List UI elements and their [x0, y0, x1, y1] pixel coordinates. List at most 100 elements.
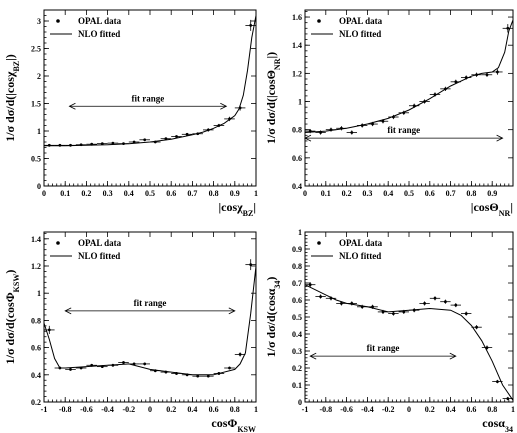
- x-tick-label: -1: [41, 405, 48, 414]
- x-tick-label: 0.9: [487, 189, 497, 198]
- data-point: [228, 366, 231, 370]
- y-axis-label: 1/σ dσ/d(cosα34): [264, 277, 282, 358]
- y-tick-label: 1: [37, 127, 41, 136]
- y-tick-label: 2: [37, 72, 41, 81]
- x-tick-label: -0.2: [122, 405, 135, 414]
- y-tick-label: 0.5: [31, 155, 41, 164]
- x-tick-label: 0.1: [60, 189, 70, 198]
- data-point: [392, 312, 395, 315]
- data-point: [249, 24, 253, 27]
- x-tick-label: 0.4: [187, 405, 197, 414]
- y-tick-label: 0.4: [31, 371, 41, 380]
- y-tick-label: 1: [298, 98, 302, 107]
- x-tick-label: -0.6: [340, 405, 353, 414]
- data-point: [381, 119, 385, 123]
- x-tick-label: 1: [254, 405, 258, 414]
- y-tick-label: 0: [37, 182, 41, 191]
- data-point: [496, 380, 499, 383]
- x-tick-label: 0.7: [187, 189, 197, 198]
- data-point: [308, 283, 312, 287]
- data-point: [371, 122, 374, 126]
- data-point: [454, 303, 458, 307]
- panel-4: -1 -0.8 -0.6 -0.4 -0.2 0 0.2 0.4 0.6 0.8 1 0 0.1 0.2 0…: [264, 228, 515, 433]
- nlo-fit-line: [305, 19, 513, 133]
- legend-label-fit: NLO fitted: [78, 251, 120, 261]
- plot-frame: [43, 231, 257, 403]
- y-tick-label: 1.6: [292, 13, 302, 22]
- legend-marker-data: [56, 19, 60, 23]
- arrow-head-right: [228, 307, 236, 315]
- data-point: [444, 300, 447, 304]
- data-point: [185, 132, 189, 136]
- data-point: [143, 362, 147, 366]
- x-tick-label: 0.4: [124, 189, 134, 198]
- y-tick-label: 0.2: [31, 398, 41, 407]
- x-tick-label: 0.2: [425, 405, 435, 414]
- y-tick-label: 2.5: [31, 45, 41, 54]
- legend-marker-data: [56, 241, 60, 245]
- x-tick-label: 0.2: [166, 405, 176, 414]
- x-tick-label: -0.6: [80, 405, 93, 414]
- arrow-head-right: [449, 352, 457, 360]
- x-tick-label: 0.6: [166, 189, 176, 198]
- legend-marker-data: [317, 19, 321, 23]
- x-tick-label: 0.8: [466, 189, 476, 198]
- y-tick-label: 0.2: [292, 364, 302, 373]
- legend-label-fit: NLO fitted: [339, 29, 381, 39]
- panel-2: 0 0.1 0.2 0.3 0.4 0.5 0.6 0.7 0.8 0.9 0.4 0.6 0.8 1 1.…: [264, 9, 514, 218]
- x-tick-label: -0.8: [319, 405, 332, 414]
- x-tick-label: 0: [42, 189, 46, 198]
- data-point: [485, 73, 489, 77]
- x-axis-label: cosα34: [482, 416, 513, 433]
- x-tick-label: 0: [407, 405, 411, 414]
- data-point: [506, 26, 510, 30]
- data-point: [464, 312, 468, 315]
- legend-label-fit: NLO fitted: [78, 29, 120, 39]
- x-tick-label: 0.6: [209, 405, 219, 414]
- legend-marker-data: [317, 241, 321, 245]
- data-point: [196, 374, 200, 378]
- data-point: [100, 142, 104, 146]
- x-tick-label: 0.6: [466, 405, 476, 414]
- x-tick-label: 0.1: [321, 189, 331, 198]
- y-tick-label: 1.4: [31, 235, 41, 244]
- plot-frame: [304, 231, 514, 403]
- x-tick-label: 0.8: [209, 189, 219, 198]
- arrow-head-left: [68, 102, 76, 110]
- y-axis-label: 1/σ dσ/d(|cosΘNR|): [264, 52, 282, 144]
- x-tick-label: 0.4: [383, 189, 393, 198]
- y-tick-label: 0.8: [292, 262, 302, 271]
- arrow-head-left: [304, 134, 312, 142]
- y-tick-label: 0.7: [292, 279, 302, 288]
- y-tick-label: 0.4: [292, 182, 302, 191]
- x-tick-label: -0.8: [59, 405, 72, 414]
- x-tick-label: 0.7: [446, 189, 456, 198]
- x-axis-label: |cosΘNR|: [471, 200, 513, 218]
- arrow-head-right: [220, 102, 228, 110]
- x-tick-label: -0.2: [382, 405, 395, 414]
- y-tick-label: 1: [37, 289, 41, 298]
- x-tick-label: 0: [148, 405, 152, 414]
- y-tick-label: 0.1: [292, 381, 302, 390]
- y-tick-label: 0.8: [292, 126, 302, 135]
- x-axis-label: cosΦKSW: [211, 416, 256, 433]
- legend-label-data: OPAL data: [339, 238, 383, 248]
- y-tick-label: 1.2: [292, 69, 302, 78]
- data-point: [69, 367, 72, 371]
- x-tick-label: 0.5: [145, 189, 155, 198]
- y-axis-label: 1/σ dσ/d(|cosχBZ|): [3, 54, 21, 142]
- y-tick-label: 0.8: [31, 316, 41, 325]
- data-point: [47, 328, 51, 332]
- plot-frame: [304, 9, 514, 187]
- y-tick-label: 0.6: [31, 344, 41, 353]
- data-point: [132, 140, 136, 144]
- data-point: [485, 346, 489, 349]
- panel-1: 0 0.1 0.2 0.3 0.4 0.5 0.6 0.7 0.8 0.9 1 0 0.5 1 1.5 2 2.…: [3, 9, 258, 218]
- x-tick-label: 0.6: [425, 189, 435, 198]
- arrow-head-right: [496, 134, 504, 142]
- x-tick-label: 0.5: [404, 189, 414, 198]
- fit-range-label: fit range: [367, 343, 400, 353]
- data-point: [402, 310, 406, 314]
- x-tick-label: 0.2: [342, 189, 352, 198]
- panel-3: -1 -0.8 -0.6 -0.4 -0.2 0 0.2 0.4 0.6 0.8 1 0.2 0.4 0.…: [3, 231, 258, 433]
